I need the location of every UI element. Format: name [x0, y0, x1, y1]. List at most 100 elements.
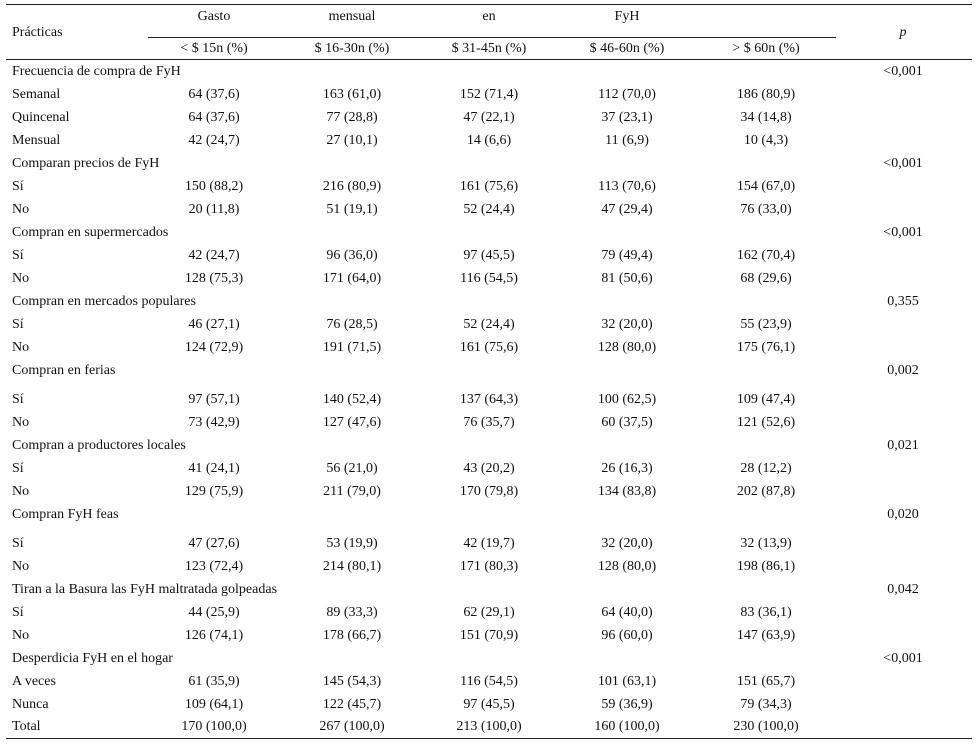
table-cell: 140 (52,4)	[322, 392, 382, 407]
table-cell: 151 (70,9)	[459, 628, 519, 643]
table-cell: 175 (76,1)	[736, 340, 796, 355]
row-label: Nunca	[12, 697, 49, 712]
table-cell: 124 (72,9)	[184, 340, 244, 355]
table-cell: 113 (70,6)	[598, 179, 656, 194]
table-cell: 170 (79,8)	[459, 484, 519, 499]
table-cell: 154 (67,0)	[736, 179, 796, 194]
p-value: <0,001	[883, 225, 923, 240]
table-cell: 73 (42,9)	[188, 415, 240, 430]
table-cell: 211 (79,0)	[323, 484, 381, 499]
table-cell: 202 (87,8)	[736, 484, 796, 499]
table-cell: 51 (19,1)	[326, 202, 378, 217]
row-label: Mensual	[12, 133, 61, 148]
table-cell: 26 (16,3)	[601, 461, 653, 476]
table-cell: 32 (13,9)	[740, 536, 792, 551]
header-bottom-rule	[6, 59, 972, 60]
row-label: Sí	[12, 317, 24, 332]
column-header-4: $ 46-60n (%)	[589, 41, 665, 56]
table-cell: 145 (54,3)	[322, 674, 382, 689]
table-cell: 10 (4,3)	[743, 133, 789, 148]
row-label: Sí	[12, 179, 24, 194]
table-cell: 267 (100,0)	[319, 719, 385, 734]
table-cell: 76 (35,7)	[463, 415, 515, 430]
table-cell: 11 (6,9)	[605, 133, 649, 148]
table-cell: 127 (47,6)	[322, 415, 382, 430]
row-label: Compran FyH feas	[12, 507, 119, 522]
table-cell: 186 (80,9)	[736, 87, 796, 102]
table-cell: 216 (80,9)	[322, 179, 382, 194]
table-cell: 37 (23,1)	[601, 110, 653, 125]
table-cell: 214 (80,1)	[322, 559, 382, 574]
table-cell: 109 (47,4)	[736, 392, 796, 407]
table-cell: 56 (21,0)	[326, 461, 378, 476]
table-cell: 60 (37,5)	[601, 415, 653, 430]
table-cell: 171 (80,3)	[459, 559, 519, 574]
p-value: <0,001	[883, 156, 923, 171]
table-cell: 161 (75,6)	[459, 179, 519, 194]
table-cell: 230 (100,0)	[733, 719, 799, 734]
table-cell: 122 (45,7)	[322, 697, 382, 712]
table-cell: 79 (34,3)	[740, 697, 792, 712]
table-cell: 42 (19,7)	[463, 536, 515, 551]
table-cell: 32 (20,0)	[601, 536, 653, 551]
table-cell: 150 (88,2)	[184, 179, 244, 194]
column-header-5: > $ 60n (%)	[732, 41, 800, 56]
table-cell: 112 (70,0)	[598, 87, 656, 102]
row-label: Compran a productores locales	[12, 438, 186, 453]
table-cell: 123 (72,4)	[184, 559, 244, 574]
table-cell: 160 (100,0)	[594, 719, 660, 734]
p-value: 0,020	[887, 507, 919, 522]
row-label: Sí	[12, 536, 24, 551]
row-label: Compran en supermercados	[12, 225, 169, 240]
table-cell: 97 (57,1)	[188, 392, 240, 407]
p-header: p	[899, 25, 907, 40]
row-label: Comparan precios de FyH	[12, 156, 160, 171]
top-rule	[6, 4, 972, 5]
table-cell: 129 (75,9)	[184, 484, 244, 499]
table-cell: 79 (49,4)	[601, 248, 653, 263]
table-cell: 76 (28,5)	[326, 317, 378, 332]
table-cell: 161 (75,6)	[459, 340, 519, 355]
bottom-rule	[6, 738, 972, 739]
row-label: Total	[12, 719, 41, 734]
row-label: Sí	[12, 248, 24, 263]
table-cell: 151 (65,7)	[736, 674, 796, 689]
table-cell: 62 (29,1)	[463, 605, 515, 620]
table-cell: 152 (71,4)	[459, 87, 519, 102]
table-cell: 42 (24,7)	[188, 248, 240, 263]
table-cell: 213 (100,0)	[456, 719, 522, 734]
row-label: No	[12, 271, 30, 286]
table-cell: 64 (40,0)	[601, 605, 653, 620]
practicas-header: Prácticas	[12, 25, 63, 40]
table-cell: 97 (45,5)	[463, 697, 515, 712]
table-cell: 134 (83,8)	[597, 484, 657, 499]
table-cell: 28 (12,2)	[740, 461, 792, 476]
p-value: 0,042	[887, 582, 919, 597]
table-cell: 52 (24,4)	[463, 202, 515, 217]
p-value: <0,001	[883, 64, 923, 79]
column-header-1: < $ 15n (%)	[180, 41, 248, 56]
table-cell: 97 (45,5)	[463, 248, 515, 263]
row-label: Sí	[12, 605, 24, 620]
header-span-word-1: Gasto	[197, 9, 231, 24]
table-cell: 198 (86,1)	[736, 559, 796, 574]
table-cell: 100 (62,5)	[597, 392, 657, 407]
table-cell: 116 (54,5)	[460, 271, 518, 286]
row-label: No	[12, 415, 30, 430]
table-cell: 121 (52,6)	[736, 415, 796, 430]
table-cell: 96 (36,0)	[326, 248, 378, 263]
table-cell: 46 (27,1)	[188, 317, 240, 332]
table-cell: 61 (35,9)	[188, 674, 240, 689]
table-cell: 47 (29,4)	[601, 202, 653, 217]
table-cell: 171 (64,0)	[322, 271, 382, 286]
table-cell: 34 (14,8)	[740, 110, 792, 125]
table-cell: 20 (11,8)	[188, 202, 240, 217]
table-cell: 109 (64,1)	[184, 697, 244, 712]
table-cell: 191 (71,5)	[322, 340, 382, 355]
table-cell: 128 (80,0)	[597, 559, 657, 574]
row-label: No	[12, 340, 30, 355]
table-cell: 59 (36,9)	[601, 697, 653, 712]
table-cell: 64 (37,6)	[188, 87, 240, 102]
table-cell: 81 (50,6)	[601, 271, 653, 286]
header-span-word-2: mensual	[328, 9, 376, 24]
